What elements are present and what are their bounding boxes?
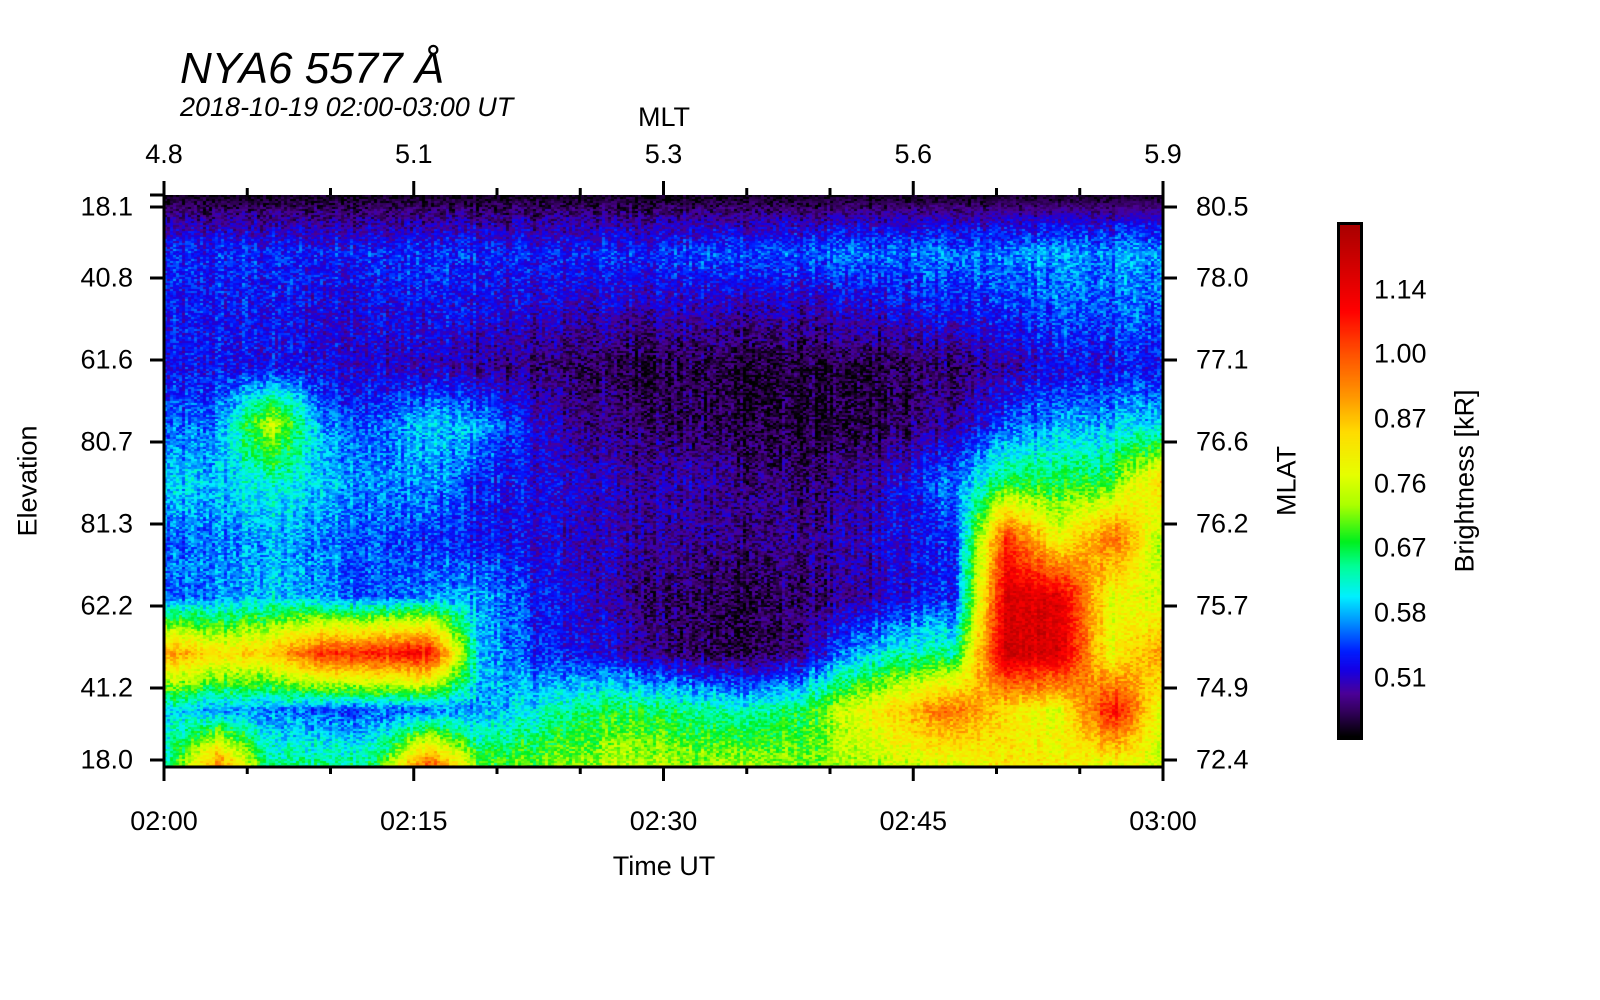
top-x-tick-label: 5.9 <box>1144 139 1182 169</box>
top-x-tick-label: 4.8 <box>145 139 183 169</box>
colorbar-tick-label: 0.51 <box>1374 662 1427 693</box>
colorbar-tick-label: 0.76 <box>1374 468 1427 499</box>
y-tick-label: 18.1 <box>80 191 133 222</box>
top-x-tick-label: 5.6 <box>894 139 933 169</box>
colorbar-tick-label: 1.00 <box>1374 338 1427 369</box>
right-y-tick-label: 77.1 <box>1196 344 1249 375</box>
colorbar-tick-label: 1.14 <box>1374 274 1427 305</box>
x-tick-label: 02:45 <box>879 806 948 836</box>
y-tick-label: 61.6 <box>80 344 133 375</box>
top-x-tick-label: 5.3 <box>644 139 683 169</box>
y-tick-label: 80.7 <box>80 426 133 457</box>
x-axis-title: Time UT <box>612 851 716 881</box>
right-y-tick-label: 78.0 <box>1196 262 1249 293</box>
x-tick-label: 02:00 <box>130 806 198 836</box>
right-y-tick-label: 76.6 <box>1196 426 1249 457</box>
y-tick-label: 18.0 <box>80 744 133 775</box>
right-y-tick-label: 75.7 <box>1196 590 1249 621</box>
keogram-heatmap <box>164 195 1163 767</box>
colorbar-frame <box>1337 222 1363 740</box>
y-axis-title: Elevation <box>12 425 43 537</box>
colorbar-title: Brightness [kR] <box>1449 389 1480 573</box>
y-tick-label: 40.8 <box>80 262 133 293</box>
y-tick-label: 62.2 <box>80 590 133 621</box>
colorbar-tick-label: 0.87 <box>1374 403 1427 434</box>
x-tick-label: 03:00 <box>1129 806 1197 836</box>
y-tick-label: 81.3 <box>80 508 133 539</box>
right-y-tick-label: 76.2 <box>1196 508 1249 539</box>
top-x-axis-title: MLT <box>638 102 690 132</box>
y-tick-label: 41.2 <box>80 672 133 703</box>
top-x-tick-label: 5.1 <box>394 139 433 169</box>
right-y-tick-label: 74.9 <box>1196 672 1249 703</box>
right-y-tick-label: 72.4 <box>1196 744 1249 775</box>
x-tick-label: 02:30 <box>629 806 698 836</box>
colorbar-gradient <box>1340 225 1360 737</box>
colorbar-tick-label: 0.67 <box>1374 532 1427 563</box>
x-tick-label: 02:15 <box>379 806 448 836</box>
right-y-axis-title: MLAT <box>1271 445 1302 517</box>
chart-title: NYA6 5577 Å <box>180 44 445 93</box>
chart-subtitle: 2018-10-19 02:00-03:00 UT <box>180 92 514 122</box>
colorbar-tick-label: 0.58 <box>1374 597 1427 628</box>
right-y-tick-label: 80.5 <box>1196 191 1249 222</box>
